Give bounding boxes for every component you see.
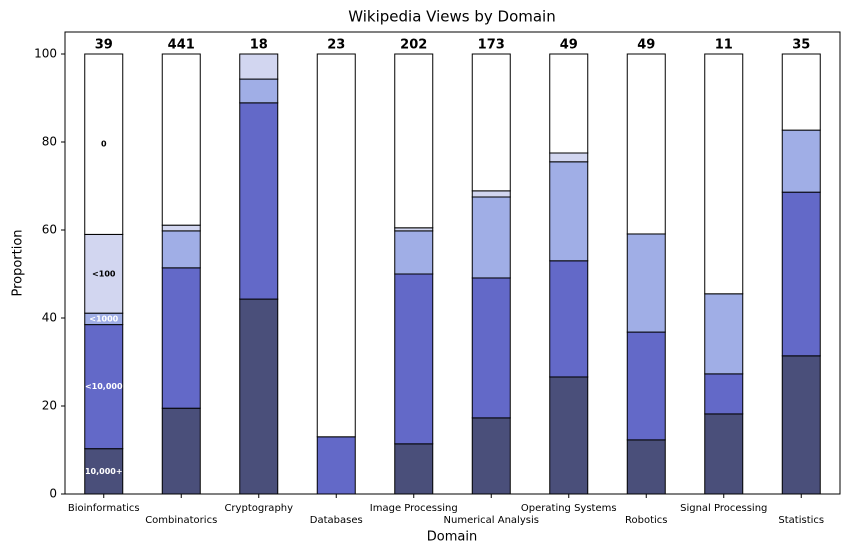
y-axis-label: Proportion (11, 229, 26, 296)
x-axis-label: Domain (427, 530, 477, 545)
bar-segment (704, 413, 744, 495)
total-label: 49 (560, 38, 578, 53)
bar-segment (471, 190, 511, 198)
x-tick-label: Numerical Analysis (444, 515, 539, 526)
bar-segment (239, 53, 279, 80)
bar-segment (84, 53, 124, 235)
bar-segment (626, 331, 666, 441)
segment-label: <1000 (89, 314, 118, 323)
bar-segment (781, 355, 821, 495)
total-label: 39 (95, 38, 113, 53)
bar-segment (161, 224, 201, 232)
segment-label: <100 (92, 269, 116, 278)
bar-segment (704, 53, 744, 295)
bar-segment (394, 273, 434, 445)
total-label: 202 (400, 38, 427, 53)
bar-segment (84, 324, 124, 450)
bar-segment (626, 233, 666, 333)
bar-segment (549, 53, 589, 154)
plot-frame (64, 31, 841, 495)
x-tick-label: Robotics (625, 515, 668, 526)
total-label: 11 (715, 38, 733, 53)
y-tick-label: 100 (34, 47, 57, 61)
bar-segment (239, 78, 279, 104)
bar-segment (239, 298, 279, 495)
bar-segment (471, 53, 511, 192)
y-tick-label: 60 (42, 223, 57, 237)
x-tick-label: Databases (310, 515, 363, 526)
x-tick-label: Statistics (778, 515, 824, 526)
total-label: 441 (168, 38, 195, 53)
y-tick-label: 0 (49, 487, 57, 501)
x-tick-label: Combinatorics (145, 515, 217, 526)
x-tick-label: Signal Processing (680, 503, 767, 514)
bar-segment (471, 196, 511, 279)
y-tick-label: 20 (42, 399, 57, 413)
chart-title: Wikipedia Views by Domain (348, 8, 555, 26)
total-label: 23 (327, 38, 345, 53)
bar-segment (394, 53, 434, 229)
bar-segment (161, 53, 201, 226)
segment-label: <10,000 (85, 382, 123, 391)
bar-segment (161, 230, 201, 269)
bar-segment (781, 191, 821, 357)
bar-segment (704, 293, 744, 375)
bar-segment (316, 436, 356, 495)
x-tick-label: Bioinformatics (68, 503, 140, 514)
bar-segment (626, 53, 666, 235)
bar-segment (549, 260, 589, 378)
x-tick-label: Cryptography (224, 503, 293, 514)
bar-segment (549, 376, 589, 495)
total-label: 49 (637, 38, 655, 53)
bar-segment (781, 53, 821, 131)
y-tick-label: 80 (42, 135, 57, 149)
bar-segment (239, 102, 279, 300)
bar-segment (394, 230, 434, 275)
bar-segment (781, 129, 821, 193)
y-tick-label: 40 (42, 311, 57, 325)
segment-label: 0 (101, 140, 107, 149)
bar-segment (394, 443, 434, 495)
segment-label: 10,000+ (85, 467, 123, 476)
bar-segment (161, 267, 201, 409)
total-label: 173 (478, 38, 505, 53)
bar-segment (161, 407, 201, 495)
bar-segment (549, 152, 589, 163)
bar-segment (704, 373, 744, 415)
total-label: 18 (250, 38, 268, 53)
bar-segment (549, 161, 589, 262)
bar-segment (316, 53, 356, 438)
total-label: 35 (792, 38, 810, 53)
bar-segment (471, 417, 511, 495)
bar-segment (471, 277, 511, 419)
bar-segment (626, 439, 666, 495)
x-tick-label: Operating Systems (521, 503, 617, 514)
x-tick-label: Image Processing (370, 503, 458, 514)
